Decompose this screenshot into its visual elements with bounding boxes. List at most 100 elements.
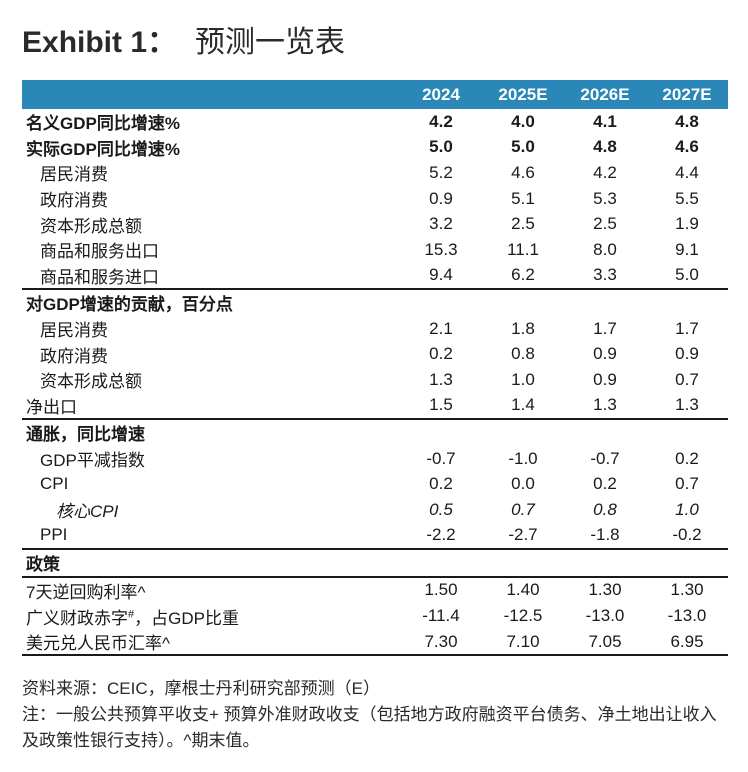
cell-value: -13.0 xyxy=(667,606,707,626)
cell-value: 1.30 xyxy=(646,575,728,604)
row-label-tail: ，占GDP比重 xyxy=(134,608,239,628)
row-label: 净出口 xyxy=(22,392,400,421)
cell-value: 5.0 xyxy=(511,137,535,157)
cell-value: 1.30 xyxy=(564,575,646,604)
cell-value: 1.7 xyxy=(593,318,617,338)
cell-value: 4.2 xyxy=(593,162,617,182)
row-label: 7天逆回购利率^ xyxy=(22,575,400,604)
cell-value: 1.50 xyxy=(400,575,482,604)
cell-value: 2.5 xyxy=(511,214,535,234)
exhibit-label: Exhibit 1： xyxy=(22,26,178,59)
cell-value: -0.7 xyxy=(590,448,620,468)
cell-value: 6.95 xyxy=(646,628,728,657)
table-row: 资本形成总额 3.2 2.5 2.5 1.9 xyxy=(22,211,728,237)
cell-value: -1.0 xyxy=(508,448,538,468)
row-label: 政府消费 xyxy=(40,191,108,211)
cell-value: -1.8 xyxy=(564,522,646,551)
exhibit-title: Exhibit 1： 预测一览表 xyxy=(22,14,345,64)
cell-value: 5.1 xyxy=(511,188,535,208)
cell-value: 4.6 xyxy=(675,137,699,157)
row-label-superscript: # xyxy=(128,607,135,620)
cell-value: 5.0 xyxy=(429,137,453,157)
table-row: 美元兑人民币汇率^ 7.30 7.10 7.05 6.95 xyxy=(22,628,728,657)
row-label: 商品和服务进口 xyxy=(22,262,400,291)
table-row: 名义GDP同比增速% 4.2 4.0 4.1 4.8 xyxy=(22,109,728,135)
cell-value: 0.8 xyxy=(511,344,535,364)
cell-value: 1.3 xyxy=(429,369,453,389)
cell-value: -11.4 xyxy=(422,606,460,626)
row-label: GDP平减指数 xyxy=(40,451,145,471)
cell-value: -12.5 xyxy=(503,606,543,626)
cell-value: 9.4 xyxy=(400,262,482,291)
cell-value: 6.2 xyxy=(482,262,564,291)
cell-value xyxy=(646,549,728,577)
cell-value: 2.1 xyxy=(429,318,453,338)
row-label: 居民消费 xyxy=(40,165,108,185)
row-label: 商品和服务出口 xyxy=(40,242,159,262)
forecast-table: 2024 2025E 2026E 2027E 名义GDP同比增速% 4.2 4.… xyxy=(22,80,728,657)
cell-value: 5.3 xyxy=(593,188,617,208)
table-row: 政府消费 0.2 0.8 0.9 0.9 xyxy=(22,341,728,367)
cell-value: 1.9 xyxy=(675,214,699,234)
row-label: 实际GDP同比增速% xyxy=(26,139,180,159)
cell-value: 1.4 xyxy=(482,392,564,421)
cell-value: 7.10 xyxy=(482,628,564,657)
cell-value: -2.7 xyxy=(482,522,564,551)
cell-value xyxy=(646,419,728,446)
cell-value xyxy=(400,419,482,446)
cell-value: 0.0 xyxy=(511,474,535,494)
table-row: 净出口 1.5 1.4 1.3 1.3 xyxy=(22,392,728,421)
cell-value: 0.9 xyxy=(675,344,699,364)
cell-value: 0.2 xyxy=(593,474,617,494)
column-header xyxy=(22,80,400,109)
cell-value xyxy=(564,289,646,316)
cell-value: 4.2 xyxy=(429,111,453,131)
table-row: 商品和服务进口 9.4 6.2 3.3 5.0 xyxy=(22,262,728,291)
cell-value: 2.5 xyxy=(593,214,617,234)
cell-value: 4.8 xyxy=(675,111,699,131)
table-row: 政府消费 0.9 5.1 5.3 5.5 xyxy=(22,186,728,212)
table-header-row: 2024 2025E 2026E 2027E xyxy=(22,80,728,109)
row-label: 资本形成总额 xyxy=(40,372,142,392)
table-row: GDP平减指数 -0.7 -1.0 -0.7 0.2 xyxy=(22,446,728,472)
cell-value: 4.1 xyxy=(593,111,617,131)
row-label: CPI xyxy=(40,474,69,494)
cell-value: 1.3 xyxy=(646,392,728,421)
cell-value xyxy=(400,549,482,577)
cell-value xyxy=(564,549,646,577)
cell-value: -13.0 xyxy=(585,606,625,626)
cell-value: 9.1 xyxy=(675,239,699,259)
cell-value: 1.8 xyxy=(511,318,535,338)
section-row-contribution: 对GDP增速的贡献，百分点 xyxy=(22,289,728,316)
cell-value: 0.2 xyxy=(675,448,699,468)
column-header-2025e: 2025E xyxy=(498,84,548,104)
table-row: 资本形成总额 1.3 1.0 0.9 0.7 xyxy=(22,367,728,393)
cell-value xyxy=(646,289,728,316)
cell-value: 1.5 xyxy=(400,392,482,421)
column-header-2027e: 2027E xyxy=(662,84,712,104)
table-row: 广义财政赤字#，占GDP比重 -11.4 -12.5 -13.0 -13.0 xyxy=(22,603,728,629)
cell-value: 8.0 xyxy=(593,239,617,259)
cell-value: 0.9 xyxy=(593,344,617,364)
cell-value xyxy=(482,549,564,577)
cell-value: 1.3 xyxy=(564,392,646,421)
table-row: 商品和服务出口 15.3 11.1 8.0 9.1 xyxy=(22,237,728,263)
cell-value: -0.7 xyxy=(426,448,456,468)
cell-value: 0.7 xyxy=(511,499,535,519)
section-label: 政策 xyxy=(26,555,60,575)
table-row: 居民消费 2.1 1.8 1.7 1.7 xyxy=(22,316,728,342)
row-label: 广义财政赤字#，占GDP比重 xyxy=(22,603,400,629)
cell-value: 0.9 xyxy=(593,369,617,389)
cell-value: 1.0 xyxy=(511,369,535,389)
footnotes: 资料来源：CEIC，摩根士丹利研究部预测（E） 注：一般公共预算平收支+ 预算外… xyxy=(22,676,728,754)
exhibit-title-text: 预测一览表 xyxy=(195,25,346,60)
cell-value: 4.8 xyxy=(593,137,617,157)
column-header-2026e: 2026E xyxy=(580,84,630,104)
section-row-policy: 政策 xyxy=(22,549,728,577)
row-label: 核心CPI xyxy=(56,502,119,522)
cell-value: 11.1 xyxy=(507,239,539,259)
cell-value: -2.2 xyxy=(400,522,482,551)
table-row: 7天逆回购利率^ 1.50 1.40 1.30 1.30 xyxy=(22,575,728,604)
source-note: 资料来源：CEIC，摩根士丹利研究部预测（E） xyxy=(22,679,380,698)
table-row: PPI -2.2 -2.7 -1.8 -0.2 xyxy=(22,522,728,551)
